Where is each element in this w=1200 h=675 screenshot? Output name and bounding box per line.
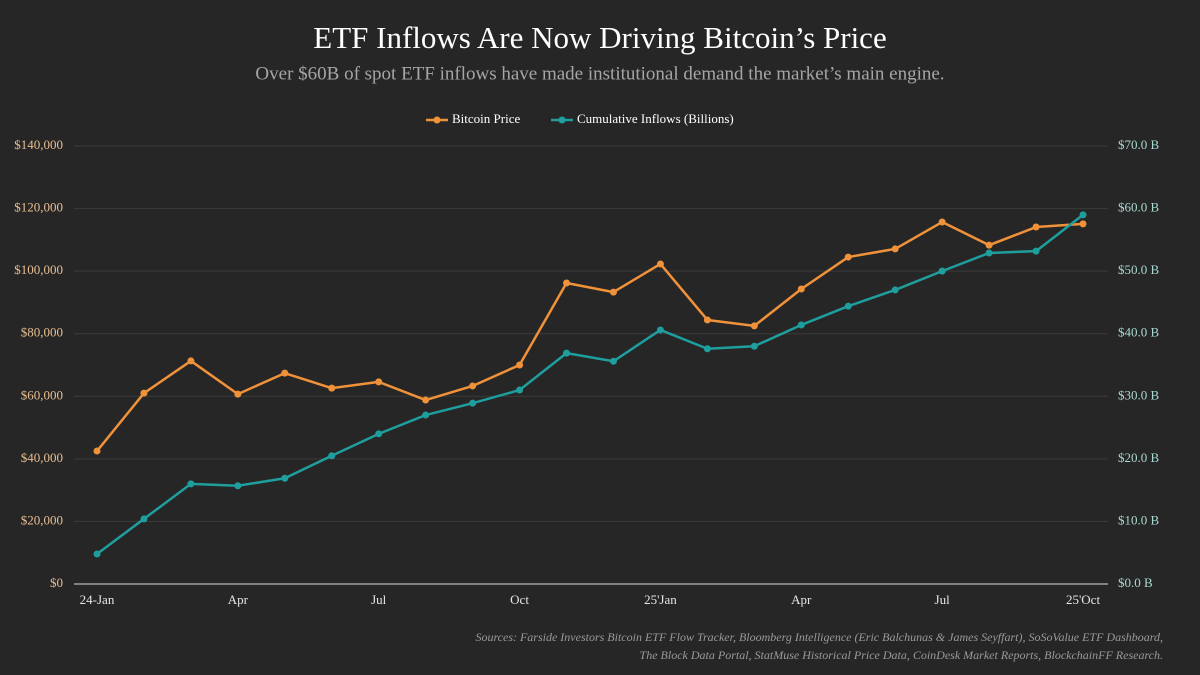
x-tick-label: 25'Jan bbox=[644, 592, 677, 607]
data-point bbox=[328, 384, 336, 392]
data-point bbox=[797, 285, 805, 293]
y-tick-label: $100,000 bbox=[14, 262, 63, 277]
x-tick-label: 24-Jan bbox=[80, 592, 115, 607]
data-point bbox=[328, 452, 336, 460]
data-point bbox=[469, 399, 477, 407]
data-point bbox=[750, 342, 758, 350]
data-point bbox=[609, 357, 617, 365]
data-point bbox=[234, 482, 242, 490]
data-point bbox=[656, 326, 664, 334]
y2-tick-label: $60.0 B bbox=[1118, 200, 1160, 215]
legend-marker bbox=[558, 116, 566, 124]
data-point bbox=[985, 241, 993, 249]
series-line bbox=[96, 220, 1084, 452]
y-tick-label: $20,000 bbox=[21, 512, 63, 527]
data-point bbox=[563, 349, 571, 357]
y2-tick-label: $50.0 B bbox=[1118, 262, 1160, 277]
data-point bbox=[281, 369, 289, 377]
data-point bbox=[1032, 247, 1040, 255]
sources: Sources: Farside Investors Bitcoin ETF F… bbox=[475, 630, 1163, 644]
y-tick-label: $40,000 bbox=[21, 450, 63, 465]
data-point bbox=[985, 249, 993, 257]
chart-subtitle: Over $60B of spot ETF inflows have made … bbox=[255, 63, 944, 84]
y2-tick-label: $0.0 B bbox=[1118, 575, 1153, 590]
data-point bbox=[844, 302, 852, 310]
data-point bbox=[93, 550, 101, 558]
x-tick-label: 25'Oct bbox=[1066, 592, 1101, 607]
data-point bbox=[656, 260, 664, 268]
data-point bbox=[516, 386, 524, 394]
data-point bbox=[891, 286, 899, 294]
data-point bbox=[375, 430, 383, 438]
data-point bbox=[750, 322, 758, 330]
data-point bbox=[234, 390, 242, 398]
x-tick-label: Apr bbox=[228, 592, 249, 607]
chart-title: ETF Inflows Are Now Driving Bitcoin’s Pr… bbox=[313, 20, 886, 55]
data-point bbox=[563, 279, 571, 287]
data-point bbox=[375, 378, 383, 386]
data-point bbox=[140, 515, 148, 523]
y2-tick-label: $20.0 B bbox=[1118, 450, 1160, 465]
data-point bbox=[422, 411, 430, 419]
series-line bbox=[96, 213, 1084, 555]
legend-marker bbox=[433, 116, 441, 124]
data-point bbox=[797, 321, 805, 329]
y-tick-label: $140,000 bbox=[14, 137, 63, 152]
y-tick-label: $80,000 bbox=[21, 325, 63, 340]
x-tick-label: Oct bbox=[510, 592, 529, 607]
sources: The Block Data Portal, StatMuse Historic… bbox=[640, 648, 1163, 662]
y-tick-label: $60,000 bbox=[21, 387, 63, 402]
legend-label: Cumulative Inflows (Billions) bbox=[577, 111, 734, 126]
data-point bbox=[187, 480, 195, 488]
y2-tick-label: $10.0 B bbox=[1118, 512, 1160, 527]
x-tick-label: Jul bbox=[371, 592, 387, 607]
data-point bbox=[1079, 220, 1087, 228]
data-point bbox=[703, 345, 711, 353]
y2-tick-label: $30.0 B bbox=[1118, 387, 1160, 402]
data-point bbox=[140, 389, 148, 397]
data-point bbox=[422, 396, 430, 404]
y2-tick-label: $70.0 B bbox=[1118, 137, 1160, 152]
y2-tick-label: $40.0 B bbox=[1118, 325, 1160, 340]
data-point bbox=[187, 357, 195, 365]
data-point bbox=[469, 382, 477, 390]
data-point bbox=[938, 267, 946, 275]
x-tick-label: Jul bbox=[935, 592, 951, 607]
data-point bbox=[938, 218, 946, 226]
data-point bbox=[281, 474, 289, 482]
data-point bbox=[844, 253, 852, 261]
data-point bbox=[703, 316, 711, 324]
data-point bbox=[609, 288, 617, 296]
x-tick-label: Apr bbox=[791, 592, 812, 607]
y-tick-label: $0 bbox=[50, 575, 63, 590]
data-point bbox=[1032, 223, 1040, 231]
y-tick-label: $120,000 bbox=[14, 200, 63, 215]
data-point bbox=[1079, 211, 1087, 219]
legend-label: Bitcoin Price bbox=[452, 111, 520, 126]
data-point bbox=[93, 447, 101, 455]
data-point bbox=[891, 245, 899, 253]
data-point bbox=[516, 361, 524, 369]
